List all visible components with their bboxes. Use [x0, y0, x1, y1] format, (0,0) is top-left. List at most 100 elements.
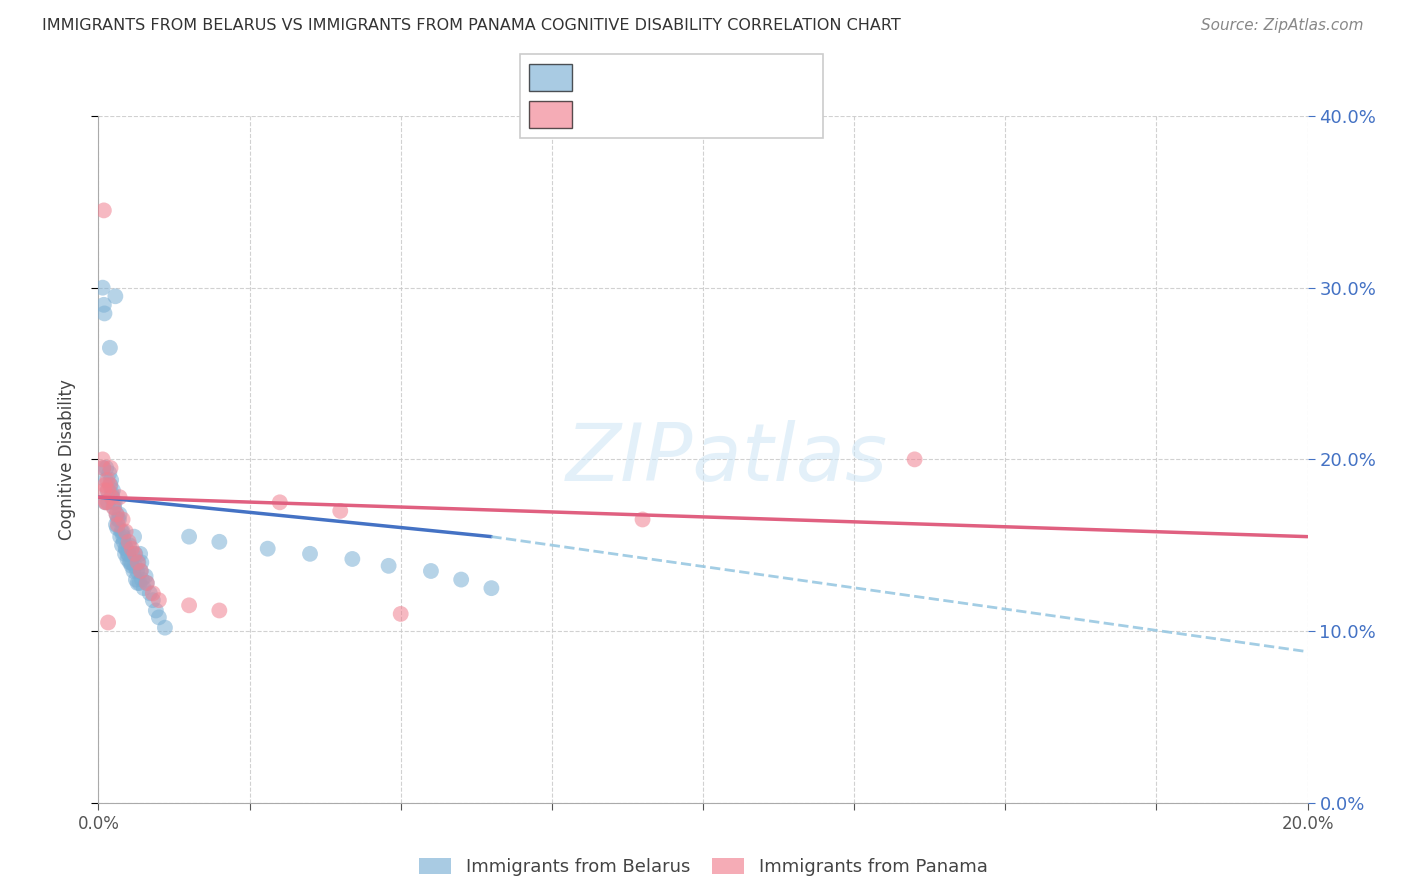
Point: [342, 552, 364, 566]
Point: [135, 576, 157, 591]
Point: [98, 466, 121, 480]
Point: [256, 541, 278, 556]
Point: [129, 564, 152, 578]
Point: [179, 530, 201, 544]
Point: [107, 517, 129, 532]
Point: [94, 478, 117, 492]
Text: R =: R =: [581, 69, 619, 87]
Point: [269, 495, 291, 509]
Point: [111, 538, 134, 552]
Point: [329, 504, 352, 518]
Point: [904, 452, 927, 467]
Point: [101, 490, 124, 504]
Text: N =: N =: [693, 69, 731, 87]
Point: [127, 555, 149, 570]
Point: [110, 524, 132, 539]
Text: 34: 34: [731, 105, 756, 123]
Point: [122, 530, 145, 544]
Point: [111, 524, 134, 539]
Point: [100, 461, 122, 475]
Point: [94, 495, 117, 509]
Point: [114, 524, 136, 539]
Point: [127, 555, 149, 570]
Point: [100, 487, 122, 501]
Point: [132, 581, 155, 595]
Point: [112, 534, 135, 549]
Text: Source: ZipAtlas.com: Source: ZipAtlas.com: [1201, 18, 1364, 33]
Point: [118, 547, 141, 561]
Text: N =: N =: [693, 105, 731, 123]
Point: [124, 547, 146, 561]
Point: [131, 573, 153, 587]
Point: [139, 586, 162, 600]
Point: [121, 541, 143, 556]
Point: [135, 569, 157, 583]
Point: [97, 615, 120, 630]
Point: [100, 478, 122, 492]
Point: [91, 461, 114, 475]
Point: [91, 452, 114, 467]
Point: [118, 555, 141, 570]
Point: [142, 586, 165, 600]
Point: [98, 478, 121, 492]
Point: [148, 593, 170, 607]
Point: [117, 547, 139, 561]
Point: [94, 495, 117, 509]
Point: [148, 610, 170, 624]
FancyBboxPatch shape: [529, 101, 572, 128]
Point: [208, 534, 231, 549]
Point: [105, 508, 128, 522]
Point: [117, 552, 139, 566]
Point: [124, 547, 146, 561]
Point: [103, 500, 125, 515]
Point: [131, 555, 153, 570]
Point: [97, 495, 120, 509]
Point: [91, 461, 114, 475]
Point: [103, 500, 125, 515]
Point: [107, 512, 129, 526]
FancyBboxPatch shape: [529, 63, 572, 91]
Point: [108, 530, 131, 544]
Point: [631, 512, 654, 526]
Point: [129, 547, 152, 561]
Point: [145, 603, 167, 617]
Point: [93, 203, 115, 218]
Point: [118, 538, 141, 552]
Point: [96, 495, 118, 509]
Point: [105, 508, 128, 522]
Point: [420, 564, 443, 578]
Point: [127, 564, 149, 578]
Point: [93, 483, 115, 498]
Point: [104, 517, 127, 532]
Point: [208, 603, 231, 617]
Point: [121, 558, 143, 573]
Point: [153, 621, 176, 635]
Legend: Immigrants from Belarus, Immigrants from Panama: Immigrants from Belarus, Immigrants from…: [412, 850, 994, 883]
Point: [104, 495, 127, 509]
Point: [114, 541, 136, 556]
Point: [101, 483, 124, 498]
Point: [108, 508, 131, 522]
Point: [96, 461, 118, 475]
Point: [125, 573, 148, 587]
Point: [93, 298, 115, 312]
Point: [114, 547, 136, 561]
Point: [111, 512, 134, 526]
Point: [377, 558, 399, 573]
Text: -0.148: -0.148: [620, 105, 676, 123]
Point: [98, 341, 121, 355]
Point: [128, 576, 150, 591]
Point: [142, 593, 165, 607]
Text: -0.135: -0.135: [620, 69, 676, 87]
Point: [299, 547, 322, 561]
Point: [100, 490, 122, 504]
Text: R =: R =: [581, 105, 619, 123]
Point: [129, 564, 152, 578]
Point: [91, 281, 114, 295]
Point: [122, 564, 145, 578]
Point: [108, 512, 131, 526]
Point: [450, 573, 472, 587]
Point: [112, 530, 135, 544]
Point: [124, 558, 146, 573]
Text: ZIPatlas: ZIPatlas: [567, 420, 889, 499]
